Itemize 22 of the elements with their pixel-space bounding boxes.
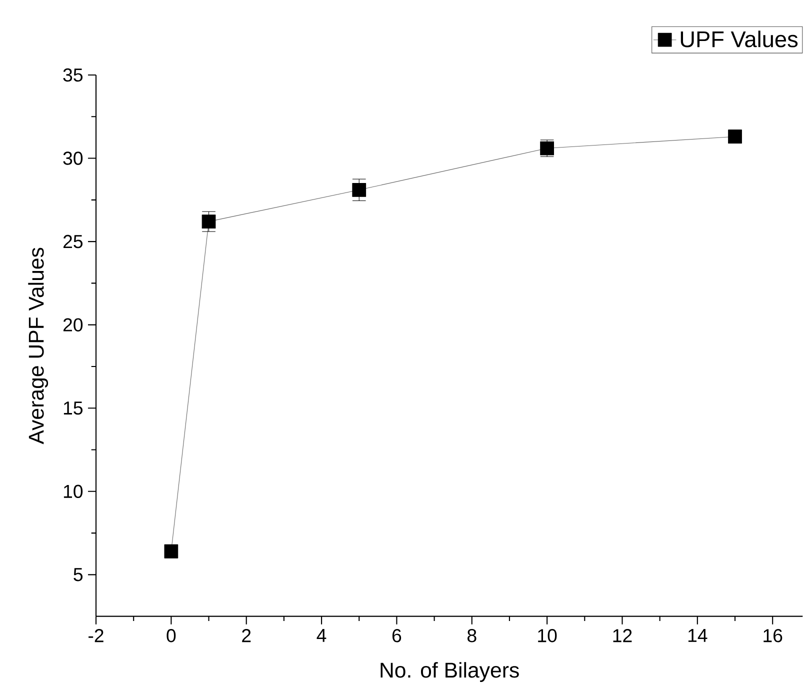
x-tick-label: 0: [166, 629, 176, 642]
legend-label: UPF Values: [680, 30, 798, 48]
x-tick-label: -2: [88, 629, 104, 642]
x-axis-title: No. of Bilayers: [380, 662, 519, 682]
y-tick-label: 25: [63, 234, 83, 248]
x-tick-label: 8: [468, 629, 476, 642]
x-tick-label: 6: [392, 629, 402, 642]
x-tick-label: 4: [316, 629, 326, 642]
x-tick-label: 16: [764, 629, 782, 642]
x-tick-label: 12: [613, 629, 632, 642]
y-tick-label: 35: [63, 68, 83, 82]
y-tick-label: 30: [63, 152, 83, 165]
x-tick-label: 2: [242, 629, 251, 642]
point: [202, 214, 216, 228]
y-tick-label: 5: [74, 568, 83, 582]
y-tick-label: 15: [64, 402, 83, 415]
y-tick-label: 20: [63, 318, 83, 332]
x-tick-label: 10: [538, 629, 557, 642]
point: [352, 182, 366, 197]
y-axis-title: Average UPF Values: [28, 248, 48, 444]
y-tick-label: 10: [64, 484, 83, 498]
x-tick-label: 14: [688, 629, 708, 642]
